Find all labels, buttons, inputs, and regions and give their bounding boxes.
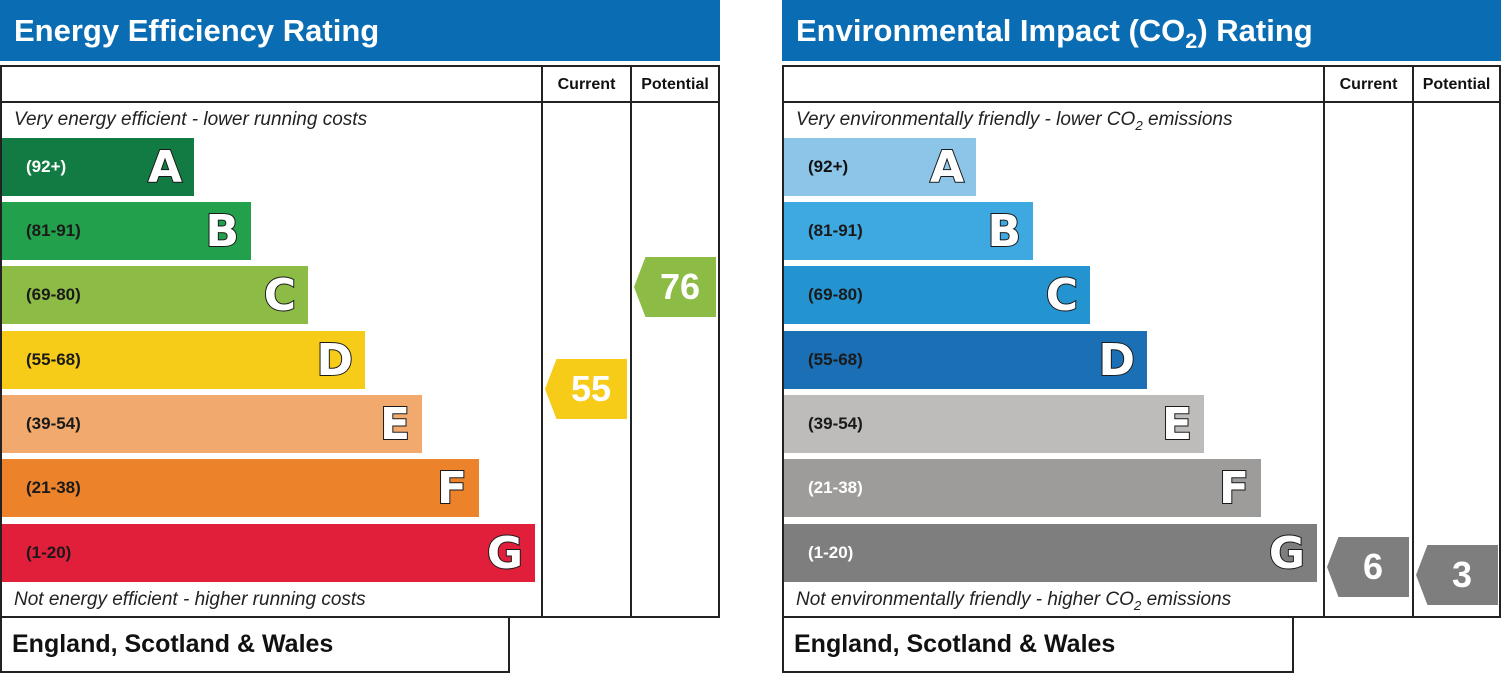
energy-potential-header: Potential [641,76,709,93]
band-letter: G [486,527,524,580]
band-letter: D [315,334,354,387]
band-range-label: (1-20) [26,543,72,562]
environment-bottom-caption: Not environmentally friendly - higher CO… [796,589,1232,613]
band-letter: B [204,205,240,258]
environment-footer: England, Scotland & Wales [782,618,1294,673]
environment-current-rating: 6 [1327,537,1409,597]
rating-band-e: (39-54) E [784,395,1204,453]
band-letter: C [263,269,297,322]
band-letter: E [1161,398,1193,451]
rating-band-a: (92+) A [784,138,976,196]
energy-chart-box: Current Potential Very energy efficient … [0,65,720,618]
band-letter: C [1045,269,1079,322]
rating-band-b: (81-91) B [784,202,1033,260]
energy-footer: England, Scotland & Wales [0,618,510,673]
energy-bottom-caption: Not energy efficient - higher running co… [14,589,366,610]
band-range-label: (39-54) [808,414,863,433]
energy-top-caption: Very energy efficient - lower running co… [14,109,368,130]
band-range-label: (92+) [808,157,849,176]
environment-current-header: Current [1339,76,1398,93]
rating-band-e: (39-54) E [2,395,422,453]
band-letter: B [986,205,1022,258]
rating-band-f: (21-38) F [2,459,479,517]
environmental-impact-panel: Environmental Impact (CO2) Rating Curren… [782,0,1501,675]
rating-band-g: (1-20) G [2,524,535,582]
band-letter: F [1218,462,1250,515]
energy-title: Energy Efficiency Rating [0,0,720,61]
band-range-label: (1-20) [808,543,854,562]
band-range-label: (21-38) [808,478,863,497]
energy-potential-rating: 76 [634,257,716,317]
band-range-label: (81-91) [26,221,81,240]
band-letter: D [1097,334,1136,387]
energy-current-rating: 55 [545,359,627,419]
band-range-label: (39-54) [26,414,81,433]
band-range-label: (69-80) [808,285,863,304]
band-range-label: (55-68) [808,350,863,369]
environment-potential-header: Potential [1422,76,1491,93]
environment-potential-rating: 3 [1416,545,1498,605]
band-range-label: (55-68) [26,350,81,369]
energy-current-header: Current [557,76,616,93]
rating-band-c: (69-80) C [784,266,1090,324]
band-letter: E [379,398,411,451]
band-range-label: (92+) [26,157,67,176]
rating-band-d: (55-68) D [784,331,1147,389]
band-letter: A [147,141,183,194]
band-range-label: (21-38) [26,478,81,497]
band-letter: A [929,141,965,194]
environment-title: Environmental Impact (CO2) Rating [782,0,1501,61]
band-letter: F [436,462,468,515]
energy-efficiency-panel: Energy Efficiency Rating Current Potenti… [0,0,720,675]
rating-band-f: (21-38) F [784,459,1261,517]
band-range-label: (69-80) [26,285,81,304]
environment-chart-box: Current Potential Very environmentally f… [782,65,1501,618]
band-range-label: (81-91) [808,221,863,240]
rating-band-a: (92+) A [2,138,194,196]
rating-band-d: (55-68) D [2,331,365,389]
environment-top-caption: Very environmentally friendly - lower CO… [796,109,1233,133]
rating-band-b: (81-91) B [2,202,251,260]
rating-band-g: (1-20) G [784,524,1317,582]
rating-band-c: (69-80) C [2,266,308,324]
band-letter: G [1268,527,1306,580]
